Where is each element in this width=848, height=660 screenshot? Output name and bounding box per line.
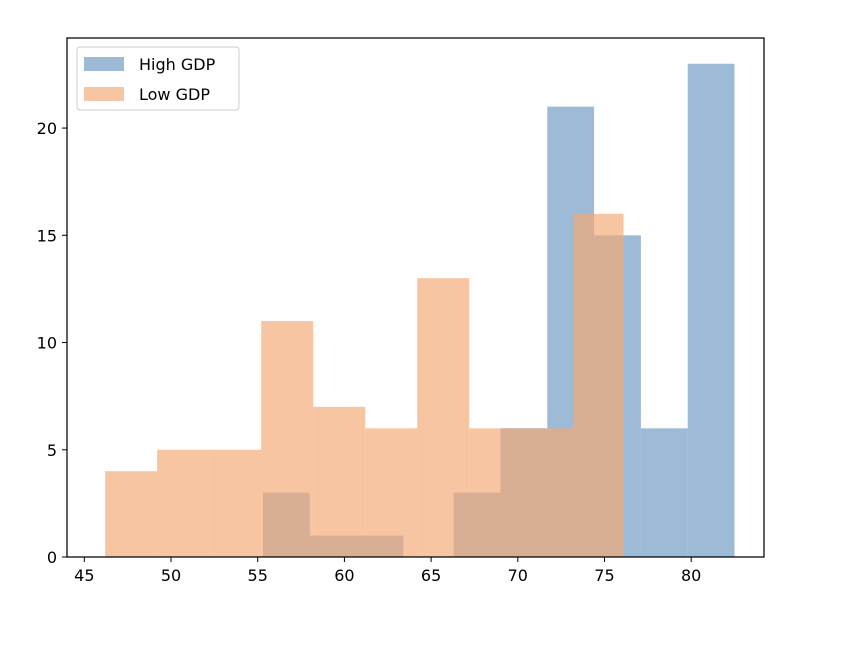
- bar-1-0: [105, 471, 158, 557]
- bar-0-7: [640, 428, 688, 557]
- y-tick-label: 5: [47, 441, 57, 460]
- legend-swatch-1: [84, 87, 124, 101]
- bar-0-8: [687, 63, 735, 558]
- y-tick-label: 10: [37, 334, 57, 353]
- bar-1-2: [209, 449, 262, 557]
- x-tick-label: 60: [334, 566, 354, 585]
- bar-1-1: [157, 449, 210, 557]
- series-1: [105, 213, 624, 557]
- bar-1-8: [521, 428, 574, 557]
- legend-label-0: High GDP: [139, 55, 216, 74]
- y-axis: 0 5 10 15 20: [37, 119, 67, 567]
- y-tick-label: 0: [47, 548, 57, 567]
- bar-1-7: [469, 428, 522, 557]
- y-tick-label: 20: [37, 119, 57, 138]
- bar-1-10: [597, 213, 624, 557]
- bar-1-9: [573, 213, 598, 557]
- legend-swatch-0: [84, 57, 124, 71]
- x-tick-label: 55: [248, 566, 268, 585]
- legend-label-1: Low GDP: [139, 85, 210, 104]
- bar-1-4: [313, 406, 366, 557]
- x-tick-label: 65: [421, 566, 441, 585]
- x-tick-label: 75: [594, 566, 614, 585]
- x-axis: 45 50 55 60 65 70 75 80: [74, 557, 701, 585]
- plot-area-frame: [66, 37, 765, 558]
- x-tick-label: 70: [508, 566, 528, 585]
- bar-1-5: [365, 428, 418, 557]
- x-tick-label: 80: [681, 566, 701, 585]
- legend: High GDP Low GDP: [76, 46, 240, 111]
- y-tick-label: 15: [37, 226, 57, 245]
- bar-1-6: [417, 278, 470, 557]
- x-tick-label: 50: [161, 566, 181, 585]
- bars-layer: [105, 63, 735, 558]
- x-tick-label: 45: [74, 566, 94, 585]
- bar-1-3: [261, 321, 314, 557]
